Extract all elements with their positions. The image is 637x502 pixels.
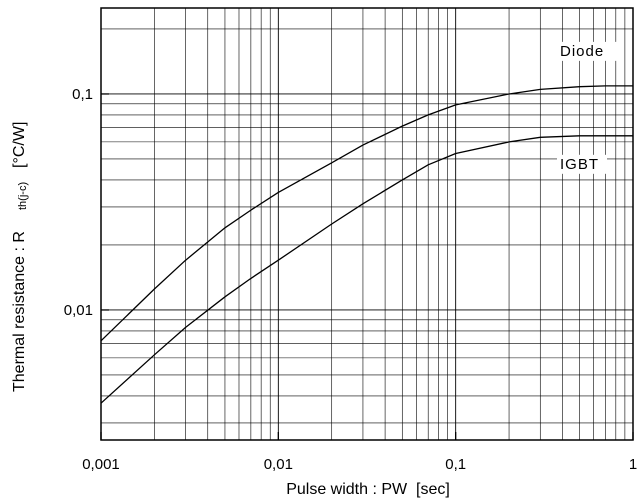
y-tick-label: 0,1: [72, 86, 93, 103]
y-axis-label-unit: [°C/W]: [11, 122, 28, 168]
series-label-igbt: IGBT: [560, 156, 599, 173]
y-axis-ticks: 0,01 0,1: [64, 86, 109, 319]
series-line-igbt: [100, 135, 633, 404]
x-tick-label: 0,001: [82, 456, 120, 473]
x-axis-ticks: 0,001 0,01 0,1 1: [82, 432, 637, 473]
x-tick-label: 0,01: [264, 456, 293, 473]
plot-frame: [100, 7, 634, 441]
y-axis-label: Thermal resistance : R th(j-c) [°C/W]: [11, 122, 29, 392]
y-axis-label-subscript: th(j-c): [17, 182, 29, 210]
series-line-diode: [100, 85, 633, 342]
annotation-background: [557, 154, 607, 174]
series-annotations: Diode IGBT: [557, 41, 618, 174]
series-label-diode: Diode: [560, 43, 604, 60]
x-axis-label: Pulse width : PW [sec]: [286, 481, 450, 498]
x-tick-label: 0,1: [445, 456, 466, 473]
series-layer: [100, 85, 633, 404]
annotation-background: [557, 41, 618, 61]
y-axis-label-main: Thermal resistance : R: [11, 231, 28, 392]
grid-lines: [101, 8, 633, 440]
y-tick-label: 0,01: [64, 302, 93, 319]
x-tick-label: 1: [629, 456, 637, 473]
